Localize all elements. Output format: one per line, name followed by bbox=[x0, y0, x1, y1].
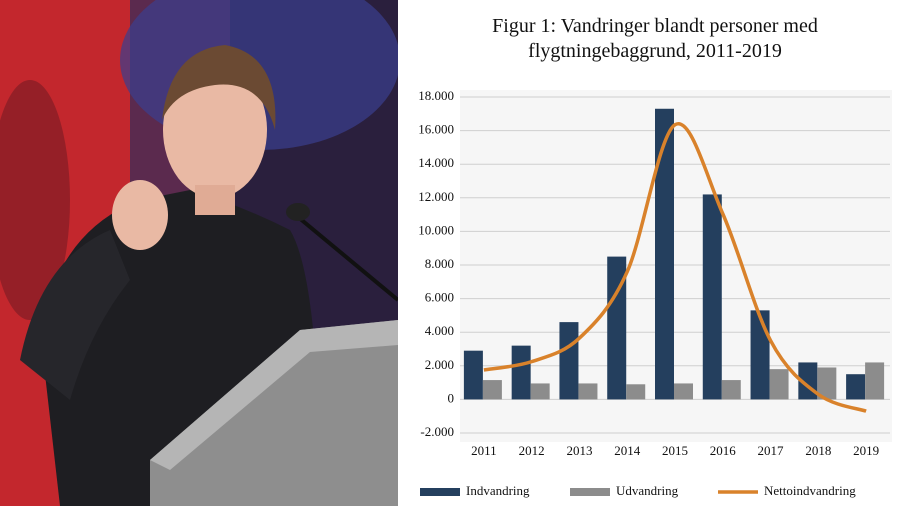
x-tick-label: 2017 bbox=[758, 443, 785, 458]
x-tick-label: 2015 bbox=[662, 443, 688, 458]
bar bbox=[578, 383, 598, 400]
x-tick-label: 2011 bbox=[471, 443, 497, 458]
x-tick-label: 2019 bbox=[853, 443, 879, 458]
bar bbox=[865, 362, 885, 400]
legend-swatch bbox=[570, 488, 610, 496]
x-tick-label: 2018 bbox=[805, 443, 831, 458]
y-tick-label: 0 bbox=[448, 390, 455, 405]
legend-label: Udvandring bbox=[616, 483, 679, 498]
bar bbox=[655, 108, 674, 400]
bar bbox=[482, 380, 502, 400]
legend-label: Indvandring bbox=[466, 483, 530, 498]
legend-label: Nettoindvandring bbox=[764, 483, 856, 498]
x-tick-label: 2014 bbox=[614, 443, 641, 458]
y-tick-label: 4.000 bbox=[425, 323, 454, 338]
x-tick-label: 2013 bbox=[566, 443, 592, 458]
y-tick-label: 12.000 bbox=[418, 189, 454, 204]
bar bbox=[769, 369, 789, 400]
bar bbox=[721, 380, 741, 400]
bar bbox=[559, 322, 579, 400]
line bbox=[483, 122, 867, 413]
x-tick-label: 2012 bbox=[519, 443, 545, 458]
y-tick-label: -2.000 bbox=[420, 424, 454, 439]
bar bbox=[674, 383, 693, 400]
bar bbox=[530, 383, 550, 400]
y-tick-label: 2.000 bbox=[425, 357, 454, 372]
bar bbox=[702, 194, 722, 400]
bar bbox=[750, 310, 770, 400]
legend-swatch bbox=[420, 488, 460, 496]
bar bbox=[846, 374, 866, 400]
bar bbox=[626, 384, 646, 400]
y-tick-label: 14.000 bbox=[418, 155, 454, 170]
y-tick-label: 6.000 bbox=[425, 290, 454, 305]
bar bbox=[463, 350, 483, 400]
y-tick-label: 18.000 bbox=[418, 88, 454, 103]
chart-title: Figur 1: Vandringer blandt personer med … bbox=[492, 15, 818, 62]
x-tick-label: 2016 bbox=[710, 443, 737, 458]
bar bbox=[511, 345, 531, 400]
y-tick-label: 10.000 bbox=[418, 222, 454, 237]
bar bbox=[607, 256, 627, 400]
bar bbox=[817, 367, 837, 400]
y-tick-label: 8.000 bbox=[425, 256, 454, 271]
y-tick-label: 16.000 bbox=[418, 122, 454, 137]
